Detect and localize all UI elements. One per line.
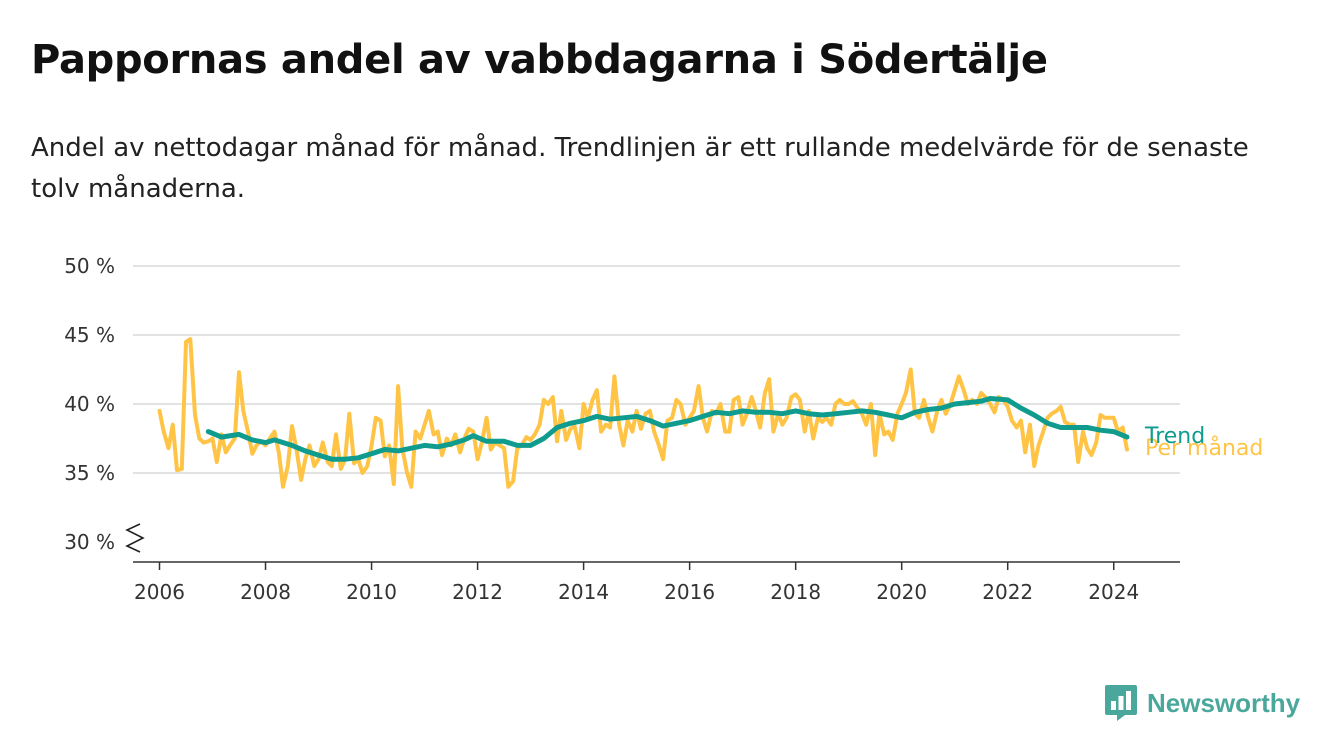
series-line-trend	[205, 396, 1130, 462]
y-tick-label-50: 50 %	[64, 254, 115, 278]
axes: 30 % 35 % 40 % 45 % 50 % 2006 2008 2010 2012 2014…	[64, 254, 1180, 604]
x-tick-label-2006: 2006	[134, 580, 185, 604]
series-label-per-manad: Per månad	[1145, 435, 1263, 461]
brand-logo: Newsworthy	[1103, 683, 1300, 723]
x-tick-label-2014: 2014	[558, 580, 609, 604]
x-tick-label-2022: 2022	[982, 580, 1033, 604]
gridlines	[133, 265, 1180, 474]
page-title: Pappornas andel av vabbdagarna i Södertä…	[31, 37, 1048, 83]
x-tick-label-2018: 2018	[770, 580, 821, 604]
y-axis-break	[125, 523, 145, 553]
page-subtitle: Andel av nettodagar månad för månad. Tre…	[31, 133, 1249, 204]
series-line-per-manad	[157, 337, 1129, 489]
x-tick-label-2020: 2020	[876, 580, 927, 604]
y-tick-label-45: 45 %	[64, 323, 115, 347]
series-lines	[157, 337, 1130, 489]
y-tick-label-30: 30 %	[64, 530, 115, 554]
x-tick-label-2010: 2010	[346, 580, 397, 604]
brand-name: Newsworthy	[1147, 687, 1301, 718]
y-tick-label-35: 35 %	[64, 461, 115, 485]
y-tick-label-40: 40 %	[64, 392, 115, 416]
x-tick-label-2016: 2016	[664, 580, 715, 604]
x-tick-label-2012: 2012	[452, 580, 503, 604]
x-tick-label-2008: 2008	[240, 580, 291, 604]
series-label-trend: Trend	[1144, 424, 1205, 449]
x-tick-label-2024: 2024	[1088, 580, 1139, 604]
newsworthy-logo-icon	[1105, 685, 1137, 721]
